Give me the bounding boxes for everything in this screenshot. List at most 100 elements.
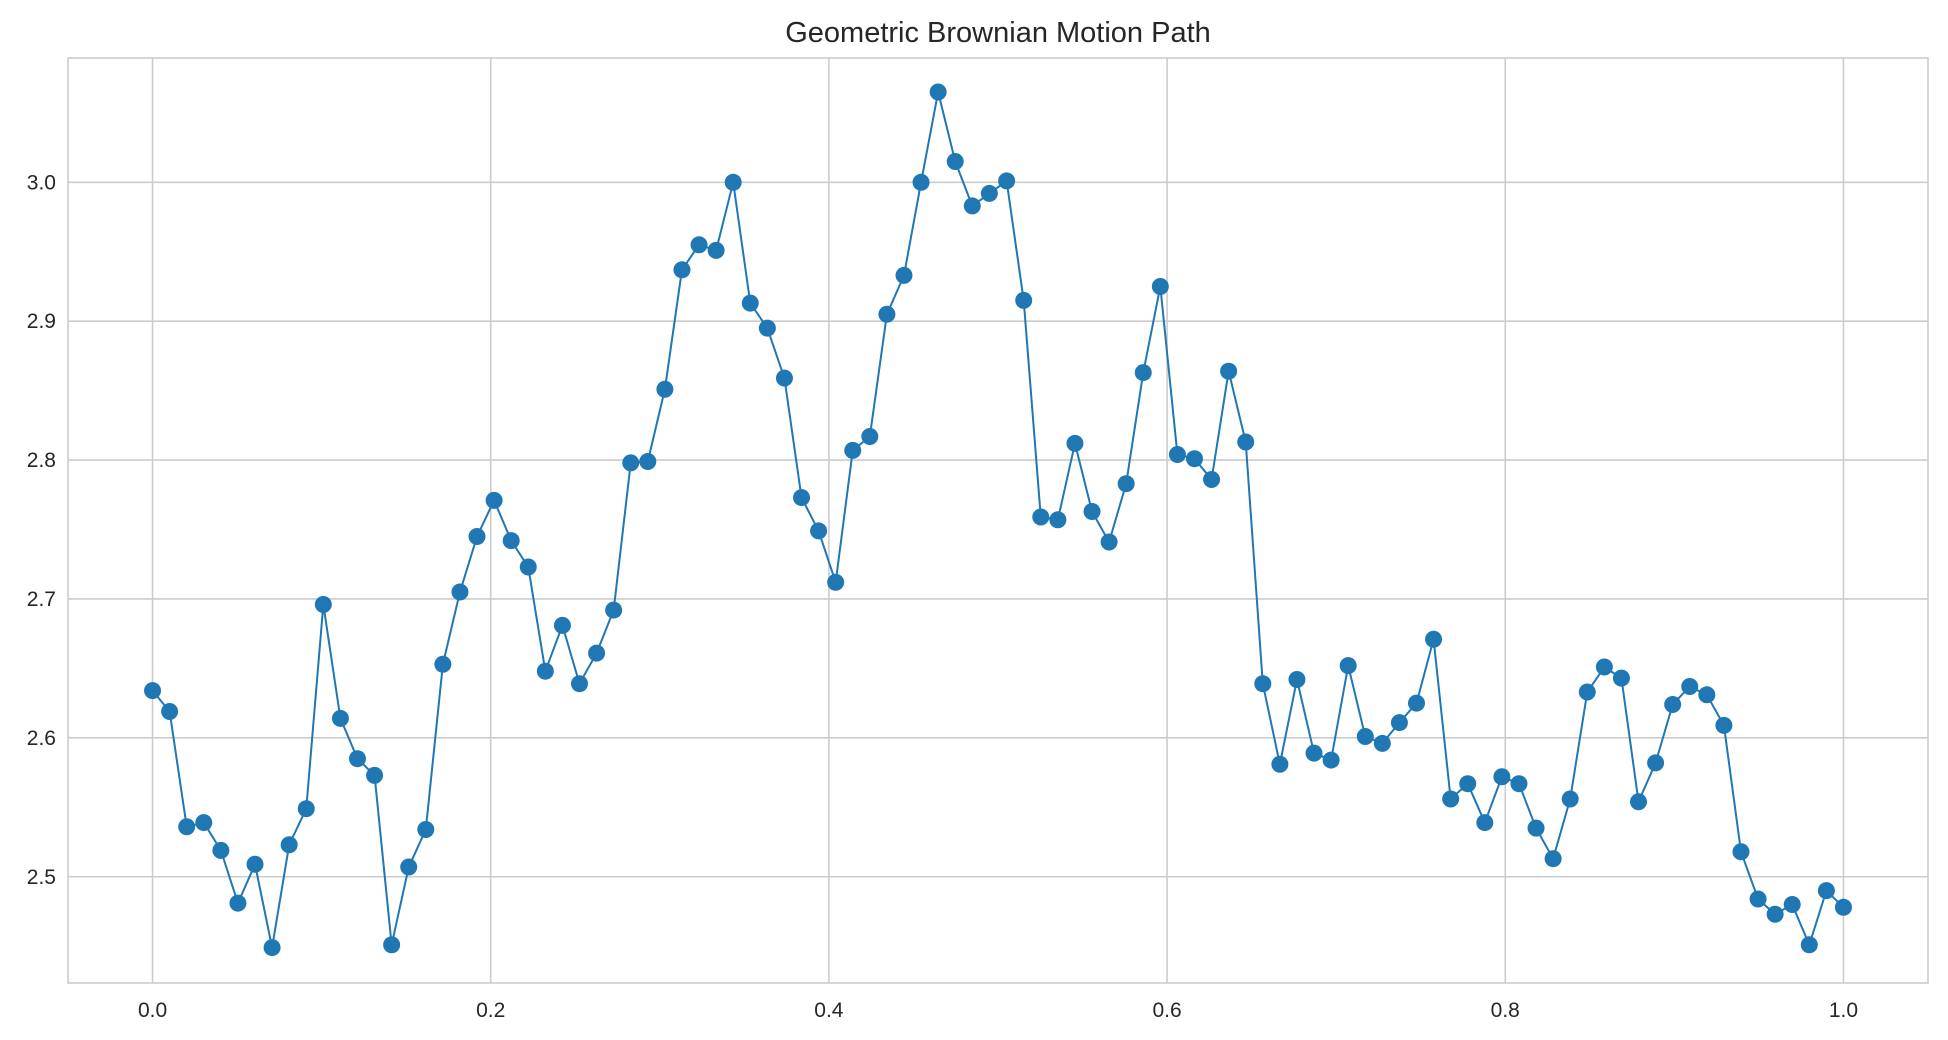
data-point: [1715, 716, 1733, 734]
data-point: [793, 489, 811, 507]
data-point: [161, 702, 179, 720]
data-point: [827, 573, 845, 591]
data-point: [1220, 362, 1238, 380]
data-point: [383, 936, 401, 954]
data-point: [622, 454, 640, 472]
x-tick-label: 0.8: [1491, 999, 1520, 1022]
data-point: [1390, 714, 1408, 732]
data-point: [1356, 727, 1374, 745]
series-group: [144, 83, 1852, 957]
data-point: [895, 266, 913, 284]
data-point: [297, 800, 315, 818]
data-point: [1698, 686, 1716, 704]
data-point: [690, 236, 708, 254]
data-point: [1066, 434, 1084, 452]
data-point: [1783, 896, 1801, 914]
data-point: [1151, 277, 1169, 295]
data-point: [195, 814, 213, 832]
data-point: [331, 709, 349, 727]
data-point: [1271, 755, 1289, 773]
y-tick-label: 2.5: [27, 866, 56, 889]
data-point: [212, 841, 230, 859]
y-tick-labels: 2.5 2.6 2.7 2.8 2.9 3.0: [27, 171, 56, 888]
data-point: [434, 655, 452, 673]
data-point: [912, 173, 930, 191]
data-point: [1408, 694, 1425, 712]
data-point: [1185, 450, 1203, 468]
data-point: [1800, 936, 1818, 954]
y-tick-label: 2.6: [27, 727, 56, 750]
data-point: [878, 305, 896, 323]
data-point: [998, 172, 1016, 190]
data-point: [502, 532, 520, 550]
data-point: [1237, 433, 1255, 451]
data-point: [1510, 775, 1528, 793]
data-point: [246, 855, 264, 873]
data-point: [946, 152, 964, 170]
data-point: [536, 662, 554, 680]
data-point: [1049, 511, 1067, 529]
data-point: [1032, 508, 1050, 526]
data-point: [1561, 790, 1579, 808]
data-point: [1595, 658, 1613, 676]
data-point: [673, 261, 691, 279]
x-tick-label: 0.4: [814, 999, 844, 1022]
data-point: [656, 380, 674, 398]
data-point: [553, 616, 571, 634]
data-point: [758, 319, 776, 337]
data-point: [1544, 850, 1562, 868]
data-point: [417, 821, 435, 839]
x-tick-labels: 0.0 0.2 0.4 0.6 0.8 1.0: [138, 999, 1858, 1022]
data-point: [1083, 502, 1101, 520]
data-point: [929, 83, 947, 101]
data-point: [741, 294, 759, 312]
data-point: [1168, 446, 1186, 464]
data-point: [1373, 734, 1391, 752]
series-line: [151, 91, 1845, 949]
data-point: [844, 441, 862, 459]
data-point: [1664, 696, 1682, 714]
data-point: [280, 836, 298, 854]
grid: [68, 58, 1928, 983]
data-point: [1612, 669, 1630, 687]
x-tick-label: 0.0: [138, 999, 167, 1022]
data-point: [1288, 671, 1306, 689]
data-point: [468, 527, 486, 545]
data-point: [400, 858, 418, 876]
data-point: [1681, 677, 1699, 695]
data-point: [861, 427, 879, 445]
data-point: [571, 675, 588, 693]
data-point: [1442, 790, 1460, 808]
data-point: [1766, 905, 1784, 923]
data-point: [1578, 683, 1596, 701]
data-point: [485, 491, 503, 509]
data-point: [1134, 364, 1152, 382]
data-point: [707, 241, 725, 259]
data-point: [724, 173, 742, 191]
data-point: [314, 596, 332, 614]
data-point: [1322, 751, 1340, 769]
y-tick-label: 3.0: [27, 171, 56, 194]
data-point: [1647, 754, 1665, 772]
data-point: [1749, 890, 1767, 908]
data-point: [348, 750, 366, 768]
data-point: [980, 184, 998, 202]
data-point: [1100, 533, 1118, 551]
data-point: [775, 369, 793, 387]
data-point: [639, 452, 657, 470]
data-point: [229, 894, 247, 912]
data-point: [451, 583, 469, 601]
data-point: [963, 197, 981, 215]
y-tick-label: 2.9: [27, 310, 56, 333]
y-tick-label: 2.7: [27, 588, 56, 611]
data-point: [366, 766, 384, 784]
data-point: [1527, 819, 1545, 837]
chart-title: Geometric Brownian Motion Path: [785, 17, 1211, 49]
data-point: [519, 558, 537, 576]
data-point: [1203, 471, 1221, 489]
data-point: [1117, 475, 1135, 493]
data-point: [1834, 898, 1852, 916]
data-point: [178, 818, 196, 836]
x-tick-label: 1.0: [1829, 999, 1858, 1022]
